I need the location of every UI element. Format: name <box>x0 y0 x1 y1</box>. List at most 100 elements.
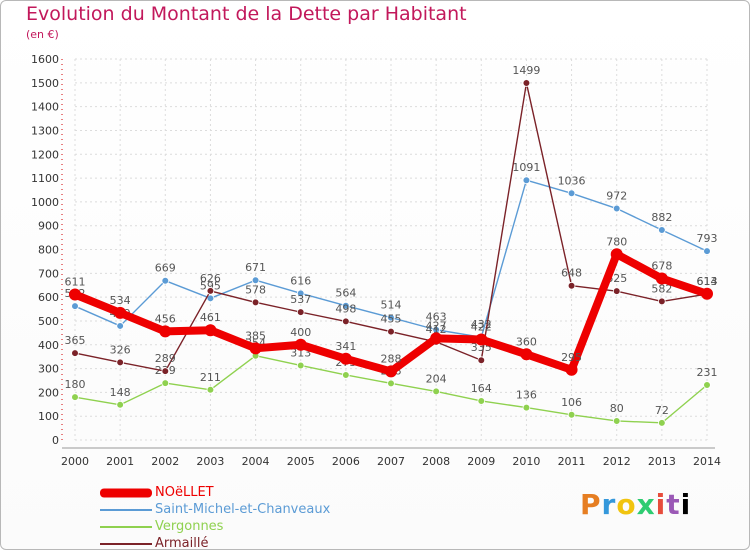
data-label: 780 <box>606 235 627 248</box>
data-point <box>206 287 215 295</box>
y-tick-label: 200 <box>38 386 59 399</box>
data-label: 1036 <box>558 174 586 187</box>
data-label: 211 <box>200 371 221 384</box>
data-label: 365 <box>65 334 86 347</box>
logo-letter: P <box>580 488 602 521</box>
logo-letter: i <box>680 488 692 521</box>
data-label: 180 <box>65 378 86 391</box>
data-point <box>296 308 305 316</box>
data-point <box>612 204 621 213</box>
chart-subtitle: (en €) <box>26 28 59 41</box>
data-point <box>522 176 531 185</box>
y-tick-label: 600 <box>38 291 59 304</box>
data-label: 360 <box>516 335 537 348</box>
data-label: 80 <box>610 402 624 415</box>
data-label: 72 <box>655 404 669 417</box>
data-label: 514 <box>381 299 402 312</box>
data-point <box>159 325 172 338</box>
y-tick-label: 1000 <box>31 196 59 209</box>
data-point <box>477 356 486 365</box>
data-point <box>206 385 215 394</box>
data-point <box>296 361 305 370</box>
x-tick-label: 2004 <box>242 455 270 468</box>
logo-letter: o <box>616 488 637 521</box>
data-label: 671 <box>245 261 266 274</box>
data-point <box>116 358 124 367</box>
x-tick-label: 2011 <box>558 455 586 468</box>
legend-swatch-saint-michel <box>100 508 152 511</box>
data-label: 669 <box>155 262 176 275</box>
data-label: 326 <box>110 343 131 356</box>
data-label: 616 <box>290 274 311 287</box>
x-tick-label: 2006 <box>332 455 360 468</box>
data-point <box>520 348 533 361</box>
data-label: 463 <box>426 311 447 324</box>
legend-label-armaille: Armaillé <box>155 536 209 551</box>
legend-swatch-armaille <box>100 542 152 545</box>
y-tick-label: 1600 <box>31 53 59 66</box>
data-point <box>430 332 443 345</box>
data-point <box>204 324 217 337</box>
data-point <box>565 363 578 376</box>
data-point <box>342 301 350 310</box>
y-tick-label: 1500 <box>31 77 59 90</box>
data-label: 106 <box>561 396 582 409</box>
data-point <box>114 306 127 319</box>
data-point <box>522 79 531 87</box>
data-label: 793 <box>697 232 718 245</box>
data-label: 1091 <box>512 161 540 174</box>
data-label: 341 <box>335 340 356 353</box>
logo-letter: i <box>655 488 667 521</box>
data-point <box>701 287 713 300</box>
y-tick-label: 1100 <box>31 172 59 185</box>
data-label: 595 <box>200 279 221 292</box>
data-label: 626 <box>200 272 221 285</box>
data-point <box>342 371 350 379</box>
data-label: 455 <box>381 313 402 326</box>
data-label: 578 <box>245 283 266 296</box>
data-point <box>251 276 260 285</box>
x-tick-label: 2001 <box>106 455 134 468</box>
data-label: 678 <box>651 260 672 273</box>
x-tick-label: 2009 <box>467 455 495 468</box>
data-label: 564 <box>335 287 356 300</box>
y-tick-label: 300 <box>38 363 59 376</box>
data-point <box>161 367 170 375</box>
y-tick-label: 800 <box>38 244 59 257</box>
data-point <box>658 226 666 234</box>
chart-title: Evolution du Montant de la Dette par Hab… <box>26 3 467 25</box>
data-label: 289 <box>155 352 176 365</box>
data-label: 164 <box>471 382 492 395</box>
data-point <box>339 352 352 365</box>
data-label: 204 <box>426 372 447 385</box>
data-label: 613 <box>697 275 718 288</box>
y-tick-label: 1200 <box>31 148 59 161</box>
data-point <box>475 333 488 346</box>
data-point <box>71 393 79 401</box>
data-point <box>612 287 621 295</box>
data-label: 498 <box>335 302 356 315</box>
data-point <box>161 379 170 387</box>
data-label: 412 <box>426 323 447 336</box>
legend-label-saint-michel: Saint-Michel-et-Chanveaux <box>155 502 331 517</box>
data-point <box>567 189 576 198</box>
data-point <box>567 281 576 290</box>
data-point <box>294 338 307 351</box>
x-tick-label: 2000 <box>61 455 89 468</box>
x-tick-label: 2002 <box>151 455 179 468</box>
data-point <box>71 302 79 310</box>
y-tick-label: 0 <box>52 434 59 447</box>
y-tick-label: 400 <box>38 339 59 352</box>
y-tick-label: 500 <box>38 315 59 328</box>
data-label: 422 <box>471 321 492 334</box>
data-point <box>522 403 531 412</box>
data-label: 456 <box>155 312 176 325</box>
data-label: 148 <box>110 386 131 399</box>
data-label: 427 <box>426 319 447 332</box>
data-label: 136 <box>516 389 537 402</box>
data-label: 614 <box>697 275 718 288</box>
data-label: 1499 <box>512 64 540 77</box>
logo-letter: r <box>601 488 617 521</box>
